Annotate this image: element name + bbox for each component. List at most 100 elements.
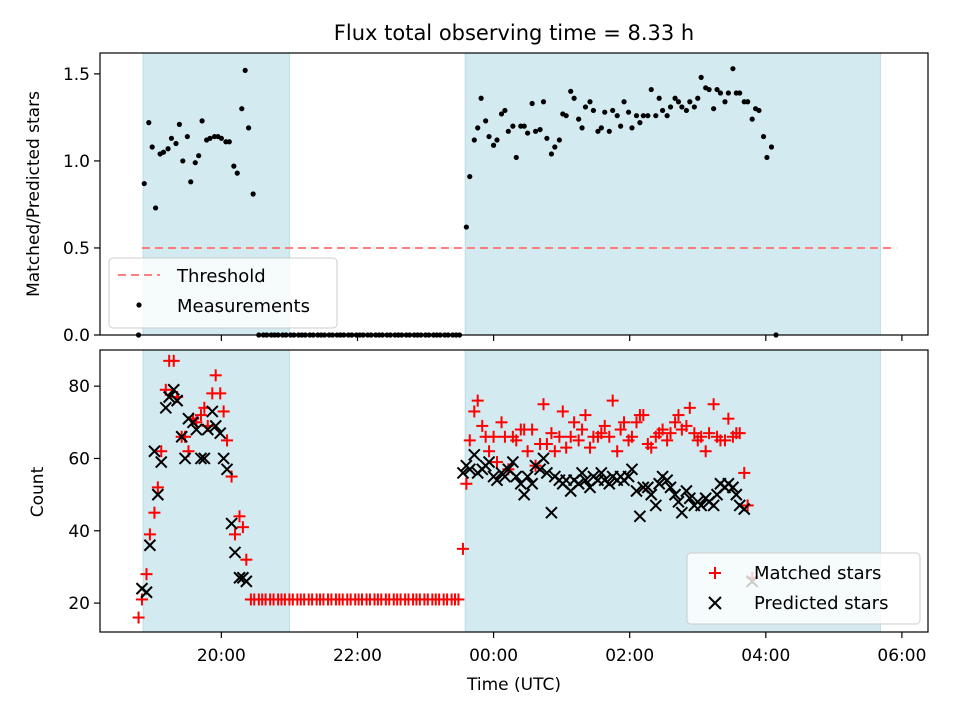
matched-stars-point <box>738 466 751 479</box>
measurement-point <box>242 67 248 74</box>
matched-stars-point <box>548 445 561 458</box>
measurement-point <box>239 106 245 112</box>
measurement-point <box>467 173 473 180</box>
measurement-point <box>173 140 179 147</box>
predicted-stars-point <box>155 455 168 469</box>
matched-stars-point <box>583 441 596 454</box>
matched-stars-point <box>526 423 539 436</box>
legend-measurements-swatch <box>136 302 142 308</box>
predicted-stars-point <box>456 466 470 480</box>
predicted-stars-point <box>178 452 192 465</box>
predicted-stars-point <box>159 401 172 415</box>
predicted-stars-point <box>225 517 238 530</box>
predicted-stars-point <box>170 394 184 407</box>
measurement-point <box>498 111 505 117</box>
measurement-point <box>463 224 469 230</box>
count-y-tick-label: 20 <box>68 594 90 614</box>
predicted-stars-point <box>545 506 558 519</box>
x-tick-label: 04:00 <box>741 646 790 666</box>
chart-title: Flux total observing time = 8.33 h <box>334 21 694 45</box>
matched-stars-point <box>240 553 253 566</box>
measurement-point <box>698 74 704 80</box>
matched-stars-point <box>217 405 230 418</box>
measurement-point <box>180 158 186 164</box>
matched-stars-point <box>669 416 682 429</box>
predicted-stars-point <box>468 448 481 462</box>
measurement-point <box>691 104 697 110</box>
predicted-stars-point <box>633 510 647 523</box>
matched-stars-point <box>645 441 658 454</box>
ratio-y-axis-label: Matched/Predicted stars <box>24 91 44 297</box>
measurement-point <box>544 135 550 141</box>
measurement-point <box>490 142 497 148</box>
predicted-stars-point <box>595 466 608 480</box>
matched-stars-point <box>463 434 476 447</box>
measurement-point <box>160 149 167 155</box>
measurement-point <box>537 126 543 133</box>
predicted-stars-point <box>641 481 655 494</box>
predicted-stars-point <box>622 470 635 483</box>
measurement-point <box>625 109 632 115</box>
x-tick-label: 22:00 <box>333 646 382 666</box>
measurement-point <box>513 154 519 161</box>
measurement-point <box>637 120 643 126</box>
predicted-stars-point <box>625 463 639 476</box>
predicted-stars-point <box>143 539 157 552</box>
matched-stars-point <box>576 423 589 436</box>
measurement-point <box>218 135 224 141</box>
predicted-stars-point <box>490 473 504 487</box>
legend-matched-swatch <box>709 567 721 579</box>
predicted-stars-point <box>201 423 214 436</box>
measurement-point <box>645 113 651 119</box>
measurement-point <box>226 139 232 145</box>
matched-stars-point <box>618 416 631 429</box>
predicted-stars-point <box>228 546 242 559</box>
measurement-point <box>683 107 690 114</box>
matched-stars-point <box>568 416 581 429</box>
predicted-stars-point <box>652 477 666 490</box>
ratio-panel: 0.0 0.5 1.0 1.5 Matched/Predicted stars Thr… <box>24 52 929 346</box>
legend-predicted-swatch <box>708 596 722 610</box>
predicted-stars-point <box>645 488 658 501</box>
measurement-point <box>486 133 492 140</box>
predicted-stars-point <box>572 477 585 490</box>
measurement-point <box>695 95 701 101</box>
measurement-point <box>768 144 775 150</box>
matched-stars-point <box>661 434 674 447</box>
matched-stars-point <box>143 528 156 541</box>
measurement-point <box>595 128 601 134</box>
matched-stars-point <box>476 419 489 432</box>
predicted-stars-point <box>162 390 176 404</box>
matched-stars-point <box>595 427 608 440</box>
matched-stars-point <box>483 445 496 458</box>
measurement-point <box>648 86 654 93</box>
predicted-stars-point <box>675 506 689 519</box>
predicted-stars-point <box>482 455 496 469</box>
predicted-stars-point <box>680 484 693 498</box>
predicted-stars-point <box>649 499 662 512</box>
matched-stars-point <box>236 521 249 534</box>
measurement-point <box>764 154 770 161</box>
measurement-point <box>146 120 152 126</box>
measurement-point <box>659 107 666 114</box>
matched-stars-point <box>468 405 481 418</box>
x-tick-label: 06:00 <box>877 646 926 666</box>
measurement-point <box>478 95 484 101</box>
predicted-stars-point <box>660 473 674 487</box>
matched-stars-point <box>664 427 677 440</box>
matched-stars-point <box>733 427 746 440</box>
measurement-point <box>711 106 717 112</box>
measurement-point <box>714 86 720 93</box>
measurement-point <box>510 123 516 129</box>
measurement-point <box>234 170 240 176</box>
measurement-point <box>168 135 175 141</box>
measurement-point <box>687 99 693 105</box>
predicted-stars-point <box>206 405 219 418</box>
matched-stars-point <box>572 434 585 447</box>
measurement-point <box>598 125 604 131</box>
observing-interval-shade <box>464 52 881 336</box>
matched-stars-point <box>132 611 145 624</box>
matched-stars-point <box>155 445 168 458</box>
